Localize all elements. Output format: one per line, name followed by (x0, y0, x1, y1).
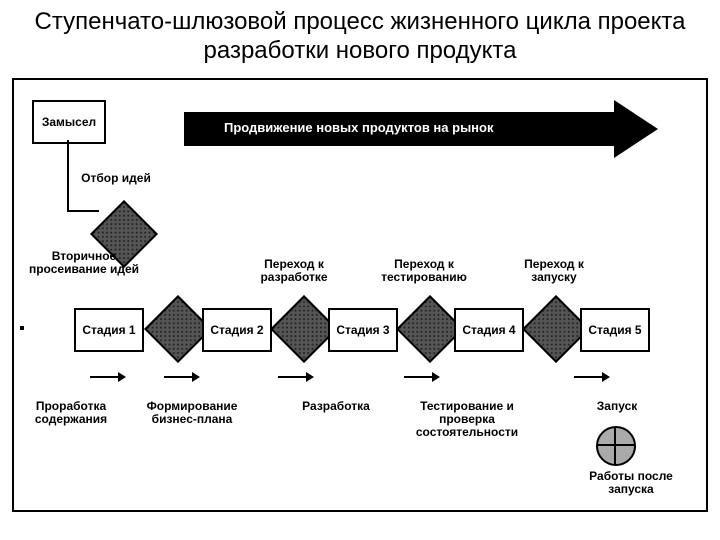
gate-1-label: Отбор идей (76, 172, 156, 185)
flow-arrow-4 (404, 376, 434, 378)
connector-line-2 (67, 210, 99, 212)
stage-5-desc: Запуск (582, 400, 652, 413)
flow-arrow-1 (90, 376, 120, 378)
stage-2-desc: Формирование бизнес-плана (132, 400, 252, 426)
stage-4-box: Стадия 4 (454, 308, 524, 352)
globe-icon (596, 426, 636, 466)
market-arrow-head (614, 100, 658, 158)
stage-3-box: Стадия 3 (328, 308, 398, 352)
stage-2-box: Стадия 2 (202, 308, 272, 352)
market-arrow-text: Продвижение новых продуктов на рынок (224, 120, 493, 135)
flow-arrow-5 (574, 376, 604, 378)
gate-4-label: Переход к тестированию (364, 258, 484, 284)
stage-1-desc: Проработка содержания (16, 400, 126, 426)
connector-line (67, 140, 69, 210)
tick-mark (20, 326, 24, 330)
page-title: Ступенчато-шлюзовой процесс жизненного ц… (0, 0, 720, 70)
post-launch-desc: Работы после запуска (586, 470, 676, 496)
diagram-frame: Замысел Продвижение новых продуктов на р… (12, 78, 708, 512)
gate-3-label: Переход к разработке (234, 258, 354, 284)
stage-4-desc: Тестирование и проверка состоятельности (402, 400, 532, 440)
stage-5-box: Стадия 5 (580, 308, 650, 352)
flow-arrow-3 (278, 376, 308, 378)
concept-box: Замысел (32, 100, 106, 144)
gate-2-label: Вторичное просеивание идей (24, 250, 144, 276)
stage-3-desc: Разработка (286, 400, 386, 413)
gate-5-label: Переход к запуску (504, 258, 604, 284)
flow-arrow-2 (164, 376, 194, 378)
stage-1-box: Стадия 1 (74, 308, 144, 352)
